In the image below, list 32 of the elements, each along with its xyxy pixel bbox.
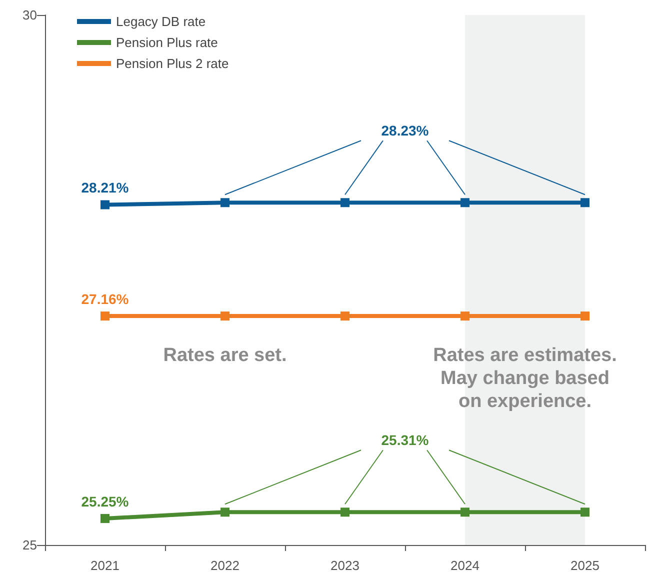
point [340,312,350,321]
x-tick-label: 2024 [450,558,480,573]
x-tick-label: 2025 [570,558,600,573]
point [340,508,350,517]
annotation: Rates are estimates. May change based on experience. [433,345,617,412]
point [580,312,590,321]
point [460,312,470,321]
point [100,200,110,210]
annotation: Rates are set. [163,345,287,366]
legend-label: Pension Plus rate [116,35,218,50]
x-tick-label: 2022 [210,558,240,573]
point [460,508,470,517]
y-tick-label: 25 [22,538,37,552]
point [340,198,350,208]
annotation: 27.16% [81,291,130,308]
point [100,312,110,321]
point [460,198,470,208]
legend-label: Pension Plus 2 rate [116,56,229,71]
point [220,508,230,517]
y-tick-label: 30 [22,8,37,22]
annotation: 25.25% [81,494,130,510]
point [580,508,590,517]
point [220,198,230,208]
point [100,514,110,523]
point [580,198,590,208]
point [220,312,230,321]
annotation: 25.31% [381,432,430,448]
x-tick-label: 2023 [330,558,360,573]
x-tick-label: 2021 [90,558,120,573]
annotation: 28.21% [81,180,130,196]
annotation: 28.23% [381,122,430,139]
legend-label: Legacy DB rate [116,14,206,29]
